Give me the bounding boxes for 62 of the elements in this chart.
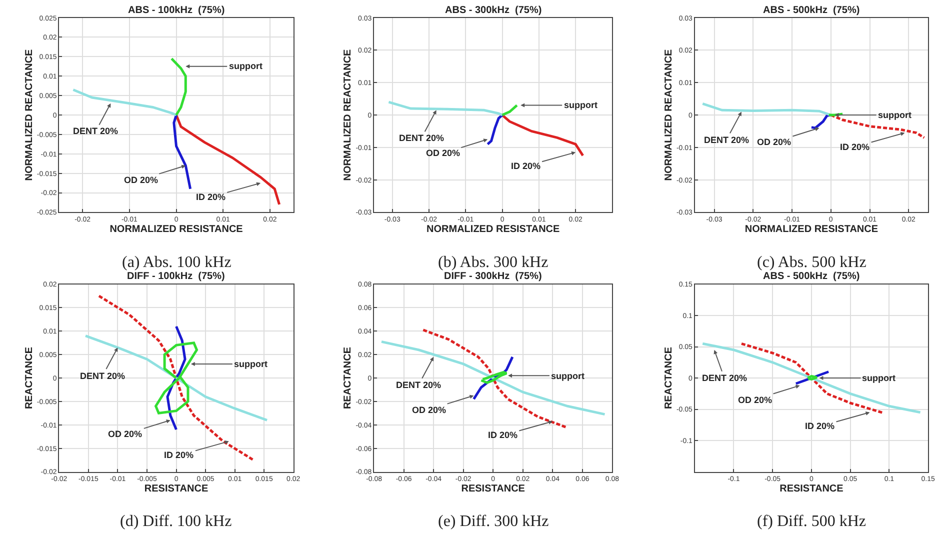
line-series: [830, 114, 926, 139]
chart-title: ABS - 500kHz (75%): [763, 5, 860, 16]
annotation: ID 20%: [164, 450, 194, 460]
annotation: DENT 20%: [704, 135, 750, 145]
line-series: [701, 102, 832, 116]
chart-title: DIFF - 300kHz (75%): [444, 271, 542, 282]
line-series: [175, 114, 281, 206]
text: (d) Diff. 100 kHz: [120, 513, 232, 530]
y-axis-title: REACTANCE: [24, 346, 35, 410]
annotation: ID 20%: [196, 192, 226, 202]
annotation: DENT 20%: [73, 126, 118, 136]
y-axis-title: NORMALIZED REACTANCE: [342, 48, 354, 181]
y-axis-title: NORMALIZED REACTANCE: [24, 48, 35, 181]
text: (c) Abs. 500 kHz: [757, 254, 866, 271]
annotation: DENT 20%: [702, 373, 748, 383]
annotation: support: [862, 373, 896, 383]
y-axis-title: REACTANCE: [342, 346, 354, 410]
chart-title: ABS - 100kHz (75%): [128, 5, 225, 16]
chart-title: DIFF - 100kHz (75%): [127, 271, 225, 282]
annotation: OD 20%: [426, 148, 460, 158]
line-series: [486, 114, 504, 146]
annotation: OD 20%: [738, 395, 772, 405]
annotation: support: [234, 359, 268, 369]
annotation: ID 20%: [511, 161, 541, 171]
x-axis-title: NORMALIZED RESISTANCE: [744, 224, 878, 236]
annotation: OD 20%: [108, 429, 142, 439]
annotation: OD 20%: [412, 405, 446, 415]
annotation: support: [229, 61, 262, 71]
x-axis-title: RESISTANCE: [780, 484, 844, 495]
line-series: [170, 57, 187, 116]
x-axis-title: RESISTANCE: [461, 484, 526, 495]
line-series: [387, 100, 504, 116]
annotation: OD 20%: [124, 175, 158, 185]
line-series: [380, 340, 606, 416]
chart-title: ABS - 500kHz (75%): [763, 271, 860, 282]
line-series: [154, 342, 198, 414]
line-series: [701, 342, 922, 414]
annotation: ID 20%: [805, 421, 835, 431]
y-axis-title: NORMALIZED REACTANCE: [663, 48, 674, 181]
annotation: ID 20%: [488, 430, 518, 440]
text: (f) Diff. 500 kHz: [757, 513, 866, 530]
annotation: support: [551, 371, 584, 381]
annotation: support: [878, 110, 912, 120]
line-series: [172, 114, 192, 190]
annotation: OD 20%: [757, 137, 792, 147]
x-axis-title: NORMALIZED RESISTANCE: [110, 224, 244, 236]
annotation: support: [564, 100, 598, 110]
annotation: ID 20%: [840, 142, 870, 152]
text: (e) Diff. 300 kHz: [438, 513, 549, 530]
y-axis-title: REACTANCE: [663, 346, 674, 410]
annotation: DENT 20%: [80, 371, 126, 381]
x-axis-title: RESISTANCE: [144, 484, 208, 495]
line-series: [480, 370, 508, 384]
x-axis-title: NORMALIZED RESISTANCE: [426, 224, 560, 236]
line-series: [72, 88, 178, 116]
annotation: DENT 20%: [399, 133, 444, 143]
annotation: DENT 20%: [396, 380, 442, 390]
chart-title: ABS - 300kHz (75%): [445, 5, 542, 16]
text: (a) Abs. 100 kHz: [122, 254, 232, 271]
line-series: [501, 104, 518, 116]
text: (b) Abs. 300 kHz: [438, 254, 548, 271]
line-series: [501, 114, 584, 157]
